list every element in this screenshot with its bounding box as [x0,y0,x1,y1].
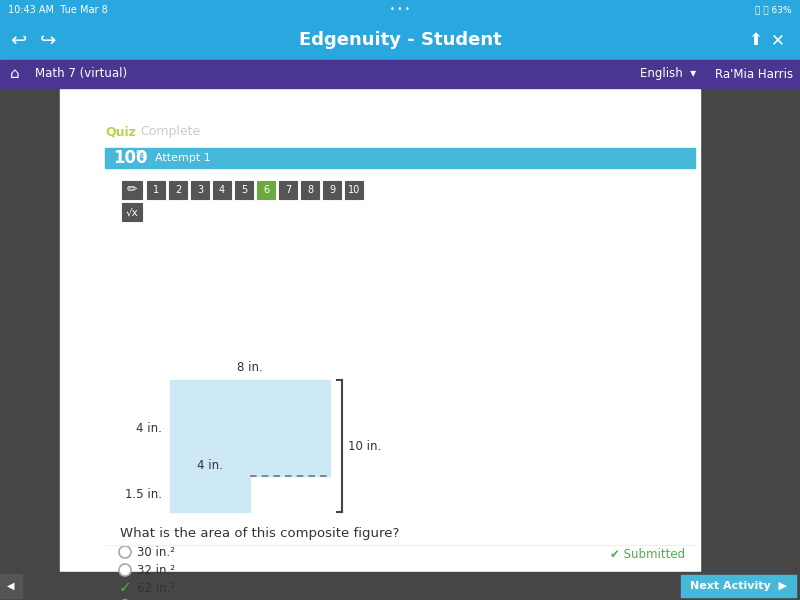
Text: 📶 🔋 63%: 📶 🔋 63% [755,5,792,14]
Text: 62 in.²: 62 in.² [137,581,175,595]
Bar [169,181,187,199]
Text: 1.5 in.: 1.5 in. [125,487,162,500]
Text: • • •: • • • [390,5,410,14]
Bar [0,60,800,88]
Text: ✔ Submitted: ✔ Submitted [610,548,685,562]
Bar [257,181,275,199]
Text: 2: 2 [175,185,181,195]
Text: ↪: ↪ [40,31,56,49]
Bar [170,380,330,476]
Text: ✓: ✓ [118,581,131,595]
Text: 4 in.: 4 in. [197,459,223,472]
Text: 1: 1 [153,185,159,195]
Text: Ra'Mia Harris: Ra'Mia Harris [715,67,793,80]
Bar [279,181,297,199]
Text: 10 in.: 10 in. [348,439,382,452]
Text: ◀: ◀ [7,581,14,591]
Bar [0,0,800,20]
Text: 10:43 AM  Tue Mar 8: 10:43 AM Tue Mar 8 [8,5,108,15]
Text: ↩: ↩ [10,31,26,49]
Circle shape [119,546,131,558]
Text: 5: 5 [241,185,247,195]
Text: Area of Composite Figures: Area of Composite Figures [105,94,397,113]
Text: 4 in.: 4 in. [136,421,162,434]
Text: What is the area of this composite figure?: What is the area of this composite figur… [120,527,399,541]
Bar [0,574,22,598]
Bar [191,181,209,199]
Bar [301,181,319,199]
Bar [105,226,695,567]
Text: ⌂: ⌂ [10,67,20,82]
Circle shape [119,564,131,576]
Text: 100: 100 [113,149,147,167]
Bar [105,148,695,168]
Bar [235,181,253,199]
Bar [213,181,231,199]
Bar [147,181,165,199]
Bar [0,20,800,60]
Bar [60,88,700,572]
Text: ✏: ✏ [126,184,138,196]
Text: 32 in.²: 32 in.² [137,563,175,577]
Bar [0,572,800,600]
Text: 4: 4 [219,185,225,195]
Bar [170,476,250,512]
Text: Quiz: Quiz [105,125,136,139]
Text: Edgenuity - Student: Edgenuity - Student [298,31,502,49]
Text: √x: √x [126,207,138,217]
Text: %: % [135,150,144,160]
Bar [323,181,341,199]
Bar [345,181,363,199]
Text: 10: 10 [348,185,360,195]
Text: 7: 7 [285,185,291,195]
Bar [681,575,796,597]
Text: ⬆: ⬆ [748,31,762,49]
Text: Next Activity  ▶: Next Activity ▶ [690,581,787,591]
Text: 8: 8 [307,185,313,195]
Text: ✕: ✕ [771,31,785,49]
Text: 30 in.²: 30 in.² [137,545,175,559]
Text: 3: 3 [197,185,203,195]
Text: Attempt 1: Attempt 1 [155,153,210,163]
Bar [122,203,142,221]
Text: 9: 9 [329,185,335,195]
Text: 6: 6 [263,185,269,195]
Bar [122,181,142,199]
Text: English  ▾: English ▾ [640,67,696,80]
Text: Math 7 (virtual): Math 7 (virtual) [35,67,127,80]
Text: Complete: Complete [140,125,200,139]
Text: 8 in.: 8 in. [237,361,263,374]
